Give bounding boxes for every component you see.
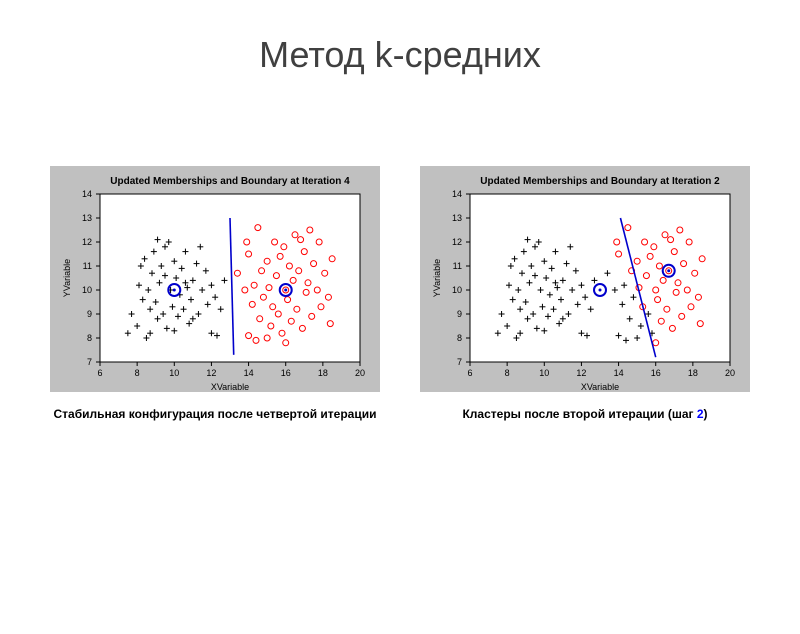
svg-text:7: 7 [87,357,92,367]
svg-text:9: 9 [87,309,92,319]
svg-text:12: 12 [452,237,462,247]
caption-left: Стабильная конфигурация после четвертой … [54,407,377,421]
svg-text:14: 14 [82,189,92,199]
svg-text:6: 6 [97,368,102,378]
svg-text:XVariable: XVariable [211,382,249,392]
svg-text:YVariable: YVariable [432,259,442,297]
svg-text:11: 11 [83,261,92,271]
svg-text:13: 13 [82,213,92,223]
svg-text:18: 18 [318,368,328,378]
charts-row: 6 8 10 12 14 16 18 20 7 8 9 10 11 12 13 14 XVariable YVar… [0,166,800,421]
page-title: Метод k-средних [0,34,800,76]
svg-text:13: 13 [452,213,462,223]
svg-text:8: 8 [457,333,462,343]
chart-right: 6 8 10 12 14 16 18 20 7 8 9 10 11 12 13 14 XVariable YVar… [420,166,750,397]
svg-text:14: 14 [452,189,462,199]
svg-text:10: 10 [539,368,549,378]
svg-text:10: 10 [452,285,462,295]
svg-text:8: 8 [135,368,140,378]
chart-left-block: 6 8 10 12 14 16 18 20 7 8 9 10 11 12 13 14 XVariable YVar… [50,166,380,421]
svg-text:Updated Memberships and Bounda: Updated Memberships and Boundary at Iter… [110,176,350,187]
chart-right-block: 6 8 10 12 14 16 18 20 7 8 9 10 11 12 13 14 XVariable YVar… [420,166,750,421]
svg-text:XVariable: XVariable [581,382,619,392]
svg-text:20: 20 [725,368,735,378]
svg-text:8: 8 [87,333,92,343]
svg-text:9: 9 [457,309,462,319]
svg-text:18: 18 [688,368,698,378]
svg-text:6: 6 [467,368,472,378]
caption-right: Кластеры после второй итерации (шаг 2) [462,407,707,421]
svg-text:16: 16 [281,368,291,378]
svg-text:10: 10 [82,285,92,295]
svg-text:10: 10 [169,368,179,378]
svg-text:YVariable: YVariable [62,259,72,297]
svg-text:11: 11 [453,261,462,271]
chart-left: 6 8 10 12 14 16 18 20 7 8 9 10 11 12 13 14 XVariable YVar… [50,166,380,397]
svg-text:12: 12 [206,368,216,378]
svg-text:Updated Memberships and Bounda: Updated Memberships and Boundary at Iter… [480,176,720,187]
svg-text:12: 12 [576,368,586,378]
svg-text:12: 12 [82,237,92,247]
svg-text:14: 14 [244,368,254,378]
svg-text:14: 14 [614,368,624,378]
svg-text:8: 8 [505,368,510,378]
svg-text:20: 20 [355,368,365,378]
svg-text:7: 7 [457,357,462,367]
svg-text:16: 16 [651,368,661,378]
